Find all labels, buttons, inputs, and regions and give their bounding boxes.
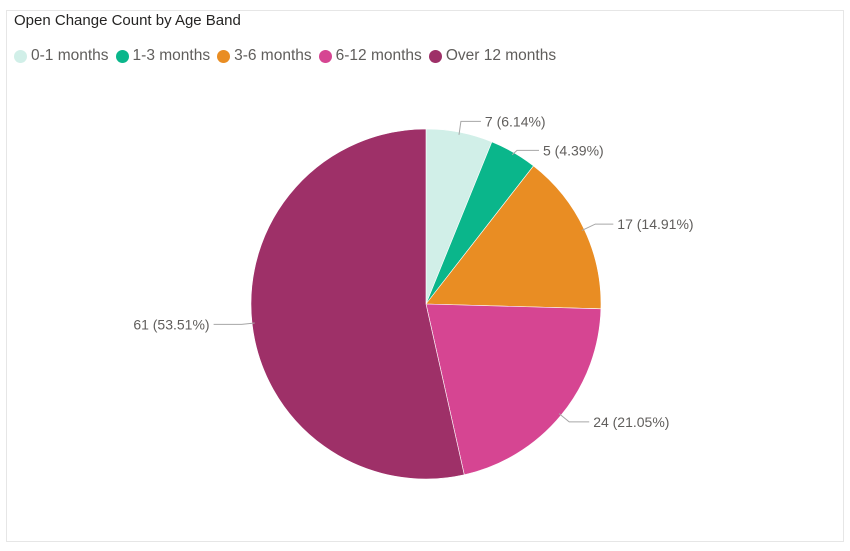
legend-item-6-12-months[interactable]: 6-12 months <box>318 47 422 65</box>
data-label-0-1-months: 7 (6.14%) <box>485 113 546 129</box>
legend-swatch-icon <box>318 49 332 63</box>
chart-title: Open Change Count by Age Band <box>14 12 241 29</box>
leader-line-over-12-months <box>213 322 255 325</box>
legend-swatch-icon <box>14 49 27 63</box>
legend-swatch-icon <box>428 49 442 63</box>
legend-swatch-icon <box>115 49 129 63</box>
legend-item-0-1-months[interactable]: 0-1 months <box>14 47 109 65</box>
legend-label: Over 12 months <box>445 47 557 64</box>
legend-label: 6-12 months <box>335 47 422 64</box>
leader-line-6-12-months <box>558 413 590 423</box>
chart-legend: 0-1 months 1-3 months 3-6 months 6-12 mo… <box>14 47 563 65</box>
legend-item-3-6-months[interactable]: 3-6 months <box>217 47 312 65</box>
legend-label: 0-1 months <box>31 47 109 64</box>
leader-line-1-3-months <box>511 149 539 156</box>
data-label-over-12-months: 61 (53.51%) <box>133 316 209 332</box>
data-label-6-12-months: 24 (21.05%) <box>593 414 669 430</box>
legend-item-over-12-months[interactable]: Over 12 months <box>428 47 557 65</box>
legend-item-1-3-months[interactable]: 1-3 months <box>115 47 211 65</box>
leader-line-0-1-months <box>458 120 481 135</box>
legend-label: 1-3 months <box>132 47 211 64</box>
data-label-1-3-months: 5 (4.39%) <box>543 142 604 158</box>
legend-label: 3-6 months <box>234 47 312 64</box>
legend-swatch-icon <box>217 49 231 63</box>
leader-line-3-6-months <box>581 223 614 231</box>
data-label-3-6-months: 17 (14.91%) <box>617 216 693 232</box>
